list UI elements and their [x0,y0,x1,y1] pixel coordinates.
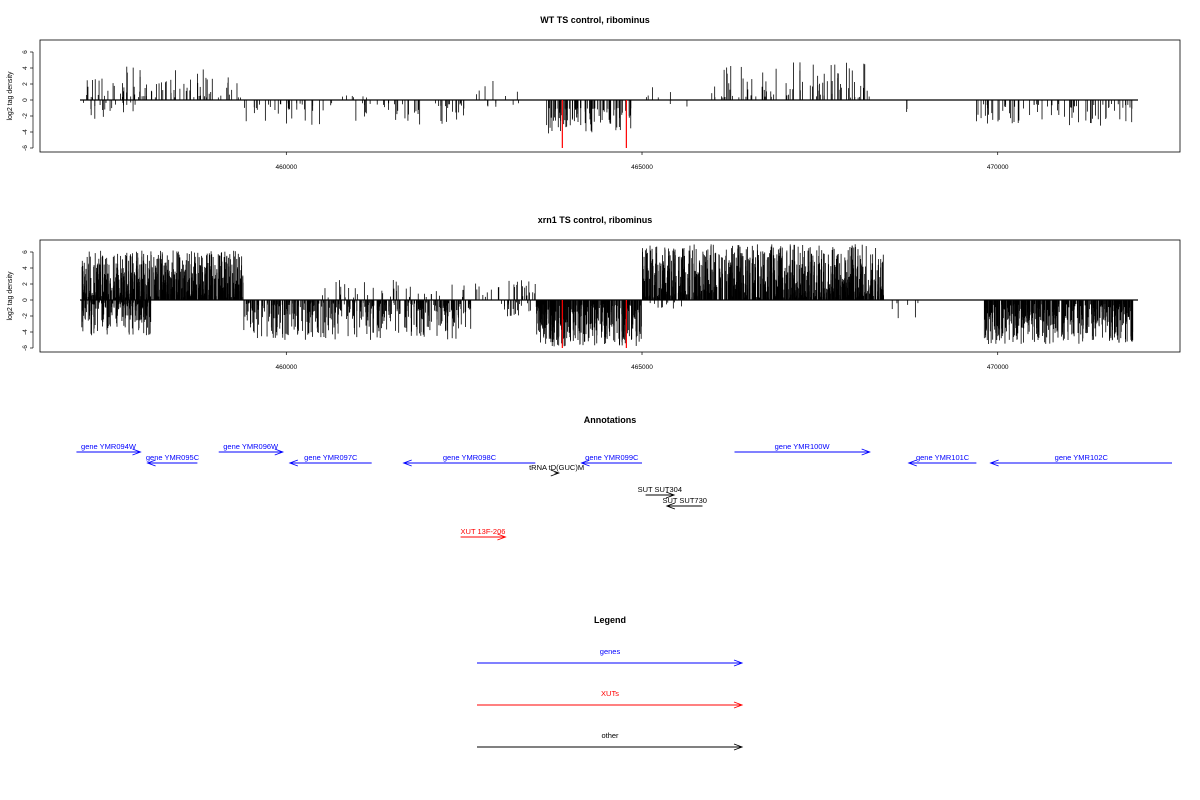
annotation-arrow-head [497,533,507,541]
annotation-arrow-head [274,448,285,456]
annotation-arrow-head [861,448,871,456]
xrn1-x-tick-label: 465000 [631,364,653,371]
annotation-label: gene YMR098C [443,453,497,462]
wt-y-tick-label: 0 [22,98,29,102]
xrn1-y-axis: -6 -4 -2 0 2 4 6 [22,250,34,351]
annotation-arrow-head [288,459,299,467]
wt-y-tick-label: -6 [22,145,29,151]
wt-density-bars [83,62,1133,134]
wt-x-tick-label: 465000 [631,164,653,171]
xrn1-y-tick-label: -4 [22,329,29,335]
xrn1-density-bars [81,244,1134,347]
xrn1-x-axis: 460000 465000 470000 [275,352,1009,371]
annotations-title: Annotations [584,415,637,425]
annotation-arrow-head [665,502,676,510]
legend-item: genes [477,647,744,667]
xrn1-plot-frame [39,239,1181,353]
legend: Legend genes XUTs other [477,615,744,751]
annotation-arrow-head [989,459,999,467]
annotation-feature: gene YMR099C [580,453,643,467]
annotation-feature: gene YMR094W [76,442,142,456]
annotation-label: XUT 13F-206 [461,527,506,536]
annotation-arrow-head [907,459,917,467]
legend-label: other [601,731,619,740]
xrn1-red-marks [561,300,627,348]
annotation-feature: gene YMR102C [989,453,1172,467]
wt-y-tick-label: 6 [22,50,29,54]
annotation-feature: gene YMR096W [218,442,285,456]
xrn1-x-tick-label: 470000 [987,364,1009,371]
xrn1-y-axis-label: log2 tag density [7,271,14,321]
annotation-label: gene YMR094W [81,442,137,451]
legend-arrow-head [733,743,744,751]
xrn1-x-tick-label: 460000 [275,364,297,371]
annotation-feature: gene YMR100W [734,442,871,456]
wt-red-marks [561,100,627,148]
annotation-feature: gene YMR097C [288,453,372,467]
annotation-feature: SUT SUT304 [638,485,682,499]
annotation-label: SUT SUT304 [638,485,682,494]
annotation-label: gene YMR100W [775,442,831,451]
annotation-label: SUT SUT730 [662,496,706,505]
annotation-label: gene YMR101C [916,453,970,462]
xrn1-panel-title: xrn1 TS control, ribominus [538,215,653,225]
annotation-feature: XUT 13F-206 [461,527,507,541]
wt-x-tick-label: 460000 [275,164,297,171]
legend-label: XUTs [601,689,619,698]
annotation-feature: SUT SUT730 [662,496,707,510]
annotation-arrow-head [665,491,676,499]
legend-arrow-head [733,659,744,667]
annotation-feature: tRNA tD(GUC)M [529,463,584,477]
annotation-features: gene YMR094W gene YMR095C gene YMR096W gene… [76,442,1172,541]
legend-title: Legend [594,615,626,625]
xrn1-y-tick-label: 4 [22,266,29,270]
wt-y-tick-label: -4 [22,129,29,135]
legend-item: other [477,731,744,751]
wt-y-axis-label: log2 tag density [7,71,14,121]
xrn1-panel: xrn1 TS control, ribominus log2 tag dens… [7,215,1181,371]
annotation-label: gene YMR102C [1055,453,1109,462]
annotation-feature: gene YMR101C [907,453,977,467]
annotation-label: tRNA tD(GUC)M [529,463,584,472]
legend-items: genes XUTs other [477,647,744,751]
annotation-arrow-head [132,448,142,456]
annotation-label: gene YMR099C [585,453,639,462]
annotation-arrow-head [550,469,561,477]
annotation-feature: gene YMR098C [402,453,536,467]
legend-label: genes [600,647,621,656]
wt-panel-title: WT TS control, ribominus [540,15,650,25]
annotation-label: gene YMR097C [304,453,358,462]
annotation-arrow-head [402,459,412,467]
annotation-label: gene YMR096W [223,442,279,451]
legend-item: XUTs [477,689,744,709]
wt-y-axis: -6 -4 -2 0 2 4 6 [22,50,34,151]
annotation-arrow-head [580,459,590,467]
xrn1-y-tick-label: 6 [22,250,29,254]
xrn1-y-tick-label: -2 [22,313,29,319]
xrn1-y-tick-label: -6 [22,345,29,351]
annotation-arrow-head [146,459,156,467]
annotation-feature: gene YMR095C [146,453,200,467]
wt-y-tick-label: 2 [22,82,29,86]
xrn1-y-tick-label: 2 [22,282,29,286]
legend-arrow-head [733,701,744,709]
xrn1-y-tick-label: 0 [22,298,29,302]
wt-x-axis: 460000 465000 470000 [275,152,1009,171]
annotation-label: gene YMR095C [146,453,200,462]
wt-x-tick-label: 470000 [987,164,1009,171]
wt-plot-frame [39,39,1181,153]
wt-panel: WT TS control, ribominus log2 tag densit… [7,15,1181,171]
wt-y-tick-label: 4 [22,66,29,70]
wt-y-tick-label: -2 [22,113,29,119]
